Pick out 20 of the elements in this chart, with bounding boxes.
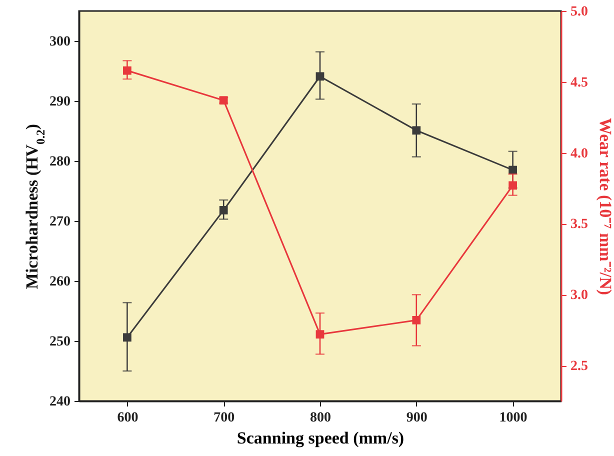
y2-tick-label: 2.5 [570,359,588,374]
y2-tick-label: 4.0 [570,146,588,162]
x-tick-label: 800 [310,410,331,426]
x-tick-label: 1000 [499,410,528,426]
y-tick-label: 260 [50,274,70,290]
y-tick-label: 240 [50,394,70,410]
y-tick-label: 250 [50,334,70,350]
y-tick-label: 290 [50,94,70,110]
x-tick-label: 600 [117,410,138,426]
x-axis-title: Scanning speed (mm/s) [236,428,404,448]
y2-tick-label: 3.0 [570,288,588,304]
y2-axis-title: Wear rate (10⁻⁷ mm⁻²/N) [596,118,614,296]
x-tick-label: 900 [406,410,428,426]
y-tick-label: 300 [50,34,70,50]
y2-tick-label: 4.5 [570,75,588,90]
y-tick-label: 270 [50,214,70,230]
y-tick-label: 280 [50,154,70,170]
x-tick-label: 700 [214,410,235,426]
y2-tick-label: 5.0 [570,4,588,20]
y2-tick-label: 3.5 [570,217,588,232]
